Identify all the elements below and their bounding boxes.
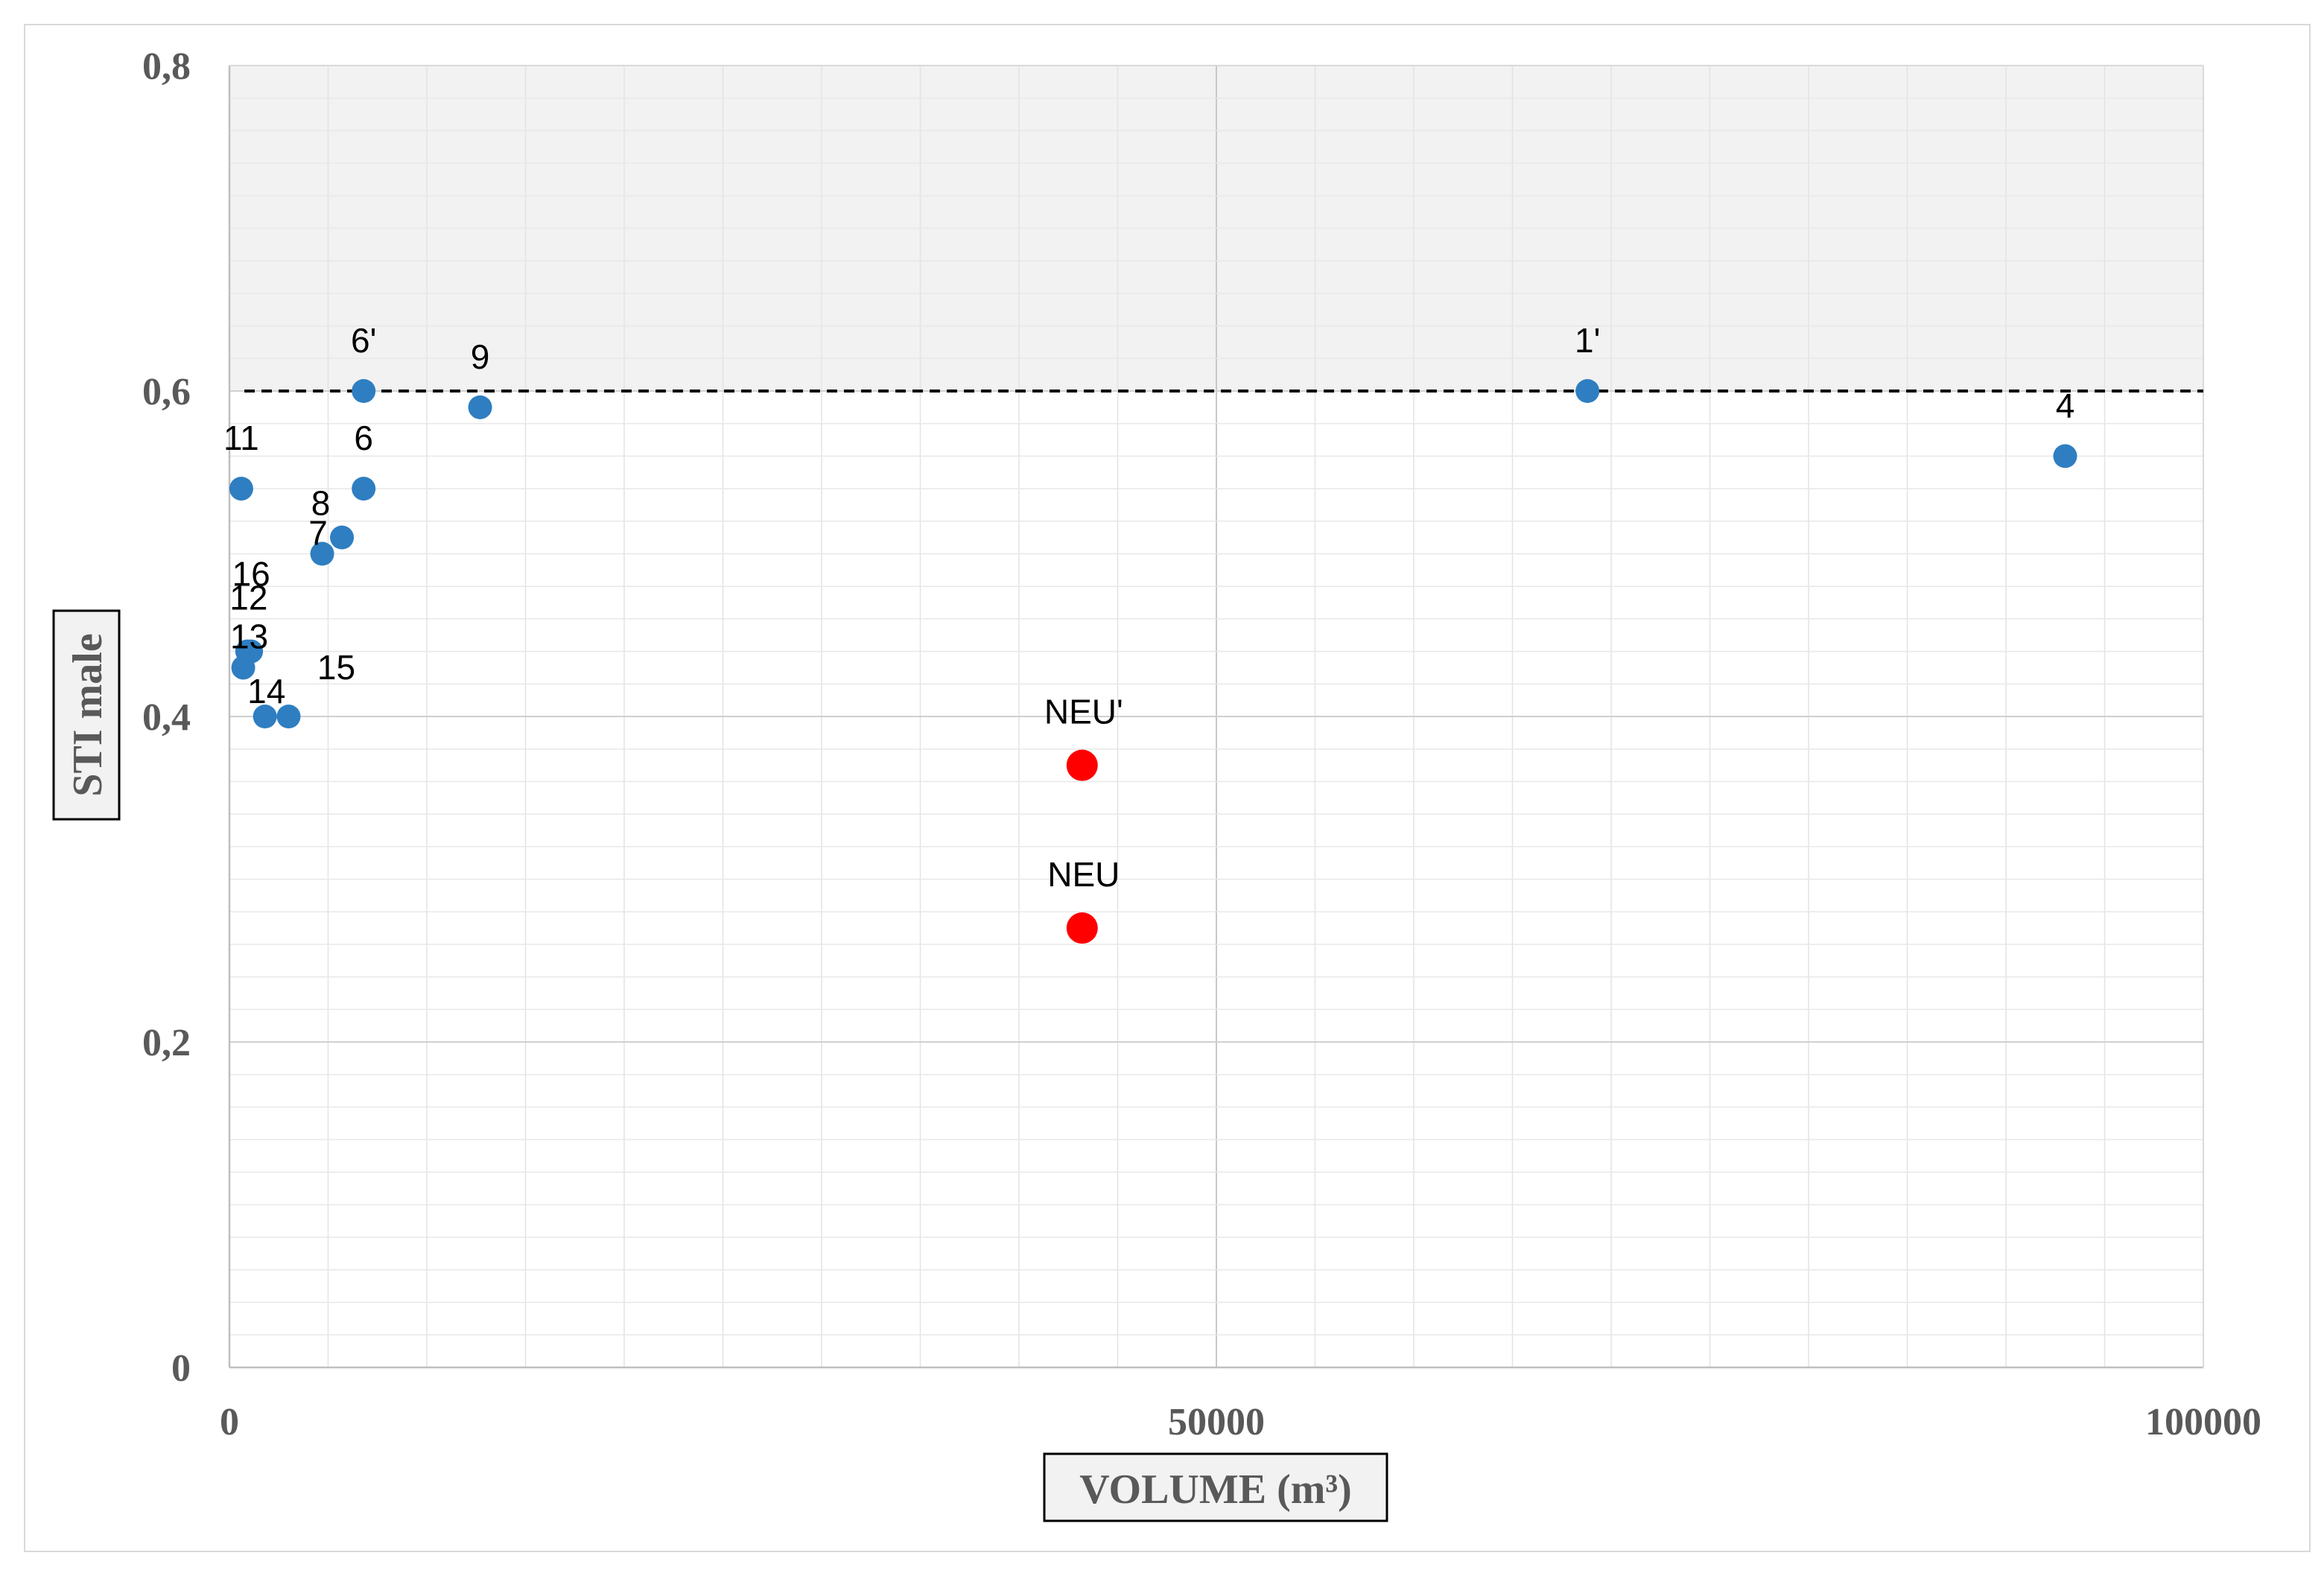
point-label: 7 <box>308 514 328 553</box>
point-label: 1' <box>1575 321 1600 360</box>
x-tick-label: 100000 <box>2145 1401 2261 1443</box>
data-point[interactable] <box>1575 379 1600 403</box>
y-axis-title-box <box>52 609 121 821</box>
point-label: NEU <box>1047 855 1120 894</box>
point-label: 12 <box>229 579 267 617</box>
point-label: 4 <box>2056 386 2075 425</box>
point-label: NEU' <box>1044 693 1123 731</box>
data-point[interactable] <box>330 525 355 550</box>
y-tick-label: 0,4 <box>142 696 191 739</box>
x-tick-label: 0 <box>220 1401 239 1443</box>
point-label: 11 <box>223 419 259 457</box>
x-axis-title: VOLUME (m³) <box>1079 1466 1352 1513</box>
point-label: 13 <box>230 617 268 655</box>
x-tick-label: 50000 <box>1168 1401 1265 1443</box>
y-tick-label: 0,6 <box>142 371 191 413</box>
point-label: 9 <box>471 337 490 376</box>
point-label: 8 <box>311 484 331 523</box>
data-point[interactable] <box>1066 912 1098 944</box>
data-point[interactable] <box>2053 444 2077 468</box>
data-point[interactable] <box>1066 749 1098 781</box>
data-point[interactable] <box>352 477 376 501</box>
point-label: 16 <box>232 555 270 594</box>
data-point[interactable] <box>231 655 255 680</box>
y-tick-label: 0,8 <box>142 45 191 88</box>
data-point[interactable] <box>352 379 376 403</box>
y-tick-label: 0 <box>171 1347 191 1390</box>
data-point[interactable] <box>253 705 277 728</box>
y-tick-label: 0,2 <box>142 1022 191 1064</box>
x-axis-title-box <box>1043 1452 1388 1522</box>
point-label: 15 <box>317 648 355 687</box>
data-point[interactable] <box>276 705 301 728</box>
point-label: 14 <box>247 672 285 711</box>
point-label: 6 <box>354 419 373 457</box>
y-axis-title: STI male <box>65 633 111 796</box>
data-point[interactable] <box>310 541 334 566</box>
data-point[interactable] <box>229 477 253 501</box>
point-label: 6' <box>351 321 376 360</box>
data-point[interactable] <box>468 395 492 419</box>
